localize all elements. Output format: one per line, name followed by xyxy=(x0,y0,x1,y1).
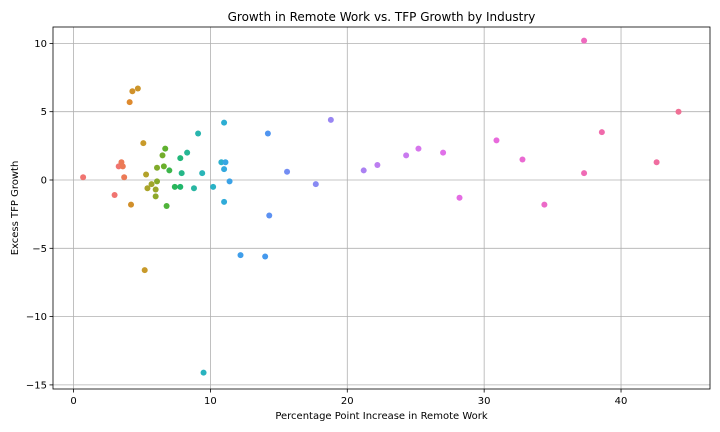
data-point xyxy=(140,140,147,147)
data-point xyxy=(226,178,233,185)
data-point xyxy=(162,145,169,152)
data-point xyxy=(541,201,548,208)
axis-ticks: 0 10 20 30 40 −15 −10 −5 0 5 10 xyxy=(26,39,628,407)
data-point xyxy=(403,152,410,159)
x-tick-label: 0 xyxy=(70,396,76,407)
data-point xyxy=(199,170,206,177)
data-points xyxy=(80,37,682,376)
data-point xyxy=(581,37,588,44)
data-point xyxy=(266,212,273,219)
y-tick-label: 0 xyxy=(41,175,47,186)
data-point xyxy=(178,170,185,177)
data-point xyxy=(415,145,422,152)
data-point xyxy=(218,159,225,166)
y-tick-label: −10 xyxy=(26,312,47,323)
data-point xyxy=(440,149,447,156)
y-tick-label: 10 xyxy=(34,39,47,50)
data-point xyxy=(221,198,228,205)
data-point xyxy=(80,174,87,181)
x-axis-title: Percentage Point Increase in Remote Work xyxy=(275,411,488,422)
data-point xyxy=(163,202,170,209)
data-point xyxy=(653,159,660,166)
data-point xyxy=(166,167,173,174)
y-tick-label: −15 xyxy=(26,380,47,391)
data-point xyxy=(152,193,159,200)
data-point xyxy=(160,163,167,170)
x-tick-label: 10 xyxy=(204,396,217,407)
data-point xyxy=(264,130,271,137)
data-point xyxy=(456,194,463,201)
data-point xyxy=(171,183,178,190)
x-tick-label: 40 xyxy=(615,396,628,407)
data-point xyxy=(221,166,228,173)
data-point xyxy=(598,129,605,136)
y-axis-title: Excess TFP Growth xyxy=(10,161,21,256)
data-point xyxy=(675,108,682,115)
data-point xyxy=(134,85,141,92)
data-point xyxy=(121,174,128,181)
data-point xyxy=(210,183,217,190)
data-point xyxy=(374,161,381,168)
data-point xyxy=(159,152,166,159)
data-point xyxy=(221,119,228,126)
data-point xyxy=(284,168,291,175)
data-point xyxy=(327,116,334,123)
data-point xyxy=(519,156,526,163)
data-point xyxy=(154,164,161,171)
data-point xyxy=(144,185,151,192)
data-point xyxy=(262,253,269,260)
data-point xyxy=(312,181,319,188)
y-tick-label: −5 xyxy=(32,244,47,255)
chart-title: Growth in Remote Work vs. TFP Growth by … xyxy=(228,10,536,24)
data-point xyxy=(493,137,500,144)
data-point xyxy=(152,186,159,193)
data-point xyxy=(119,163,126,170)
data-point xyxy=(200,369,207,376)
data-point xyxy=(141,267,148,274)
data-point xyxy=(111,192,118,199)
data-point xyxy=(177,183,184,190)
data-point xyxy=(177,155,184,162)
grid xyxy=(53,27,710,389)
plot-frame xyxy=(52,26,711,390)
data-point xyxy=(237,252,244,259)
data-point xyxy=(143,171,150,178)
data-point xyxy=(154,178,161,185)
x-tick-label: 30 xyxy=(478,396,491,407)
data-point xyxy=(129,88,136,95)
y-tick-label: 5 xyxy=(41,107,47,118)
data-point xyxy=(128,201,135,208)
data-point xyxy=(222,159,229,166)
data-point xyxy=(360,167,367,174)
data-point xyxy=(148,181,155,188)
data-point xyxy=(195,130,202,137)
data-point xyxy=(581,170,588,177)
data-point xyxy=(126,99,133,106)
data-point xyxy=(184,149,191,156)
data-point xyxy=(190,185,197,192)
x-tick-label: 20 xyxy=(341,396,354,407)
